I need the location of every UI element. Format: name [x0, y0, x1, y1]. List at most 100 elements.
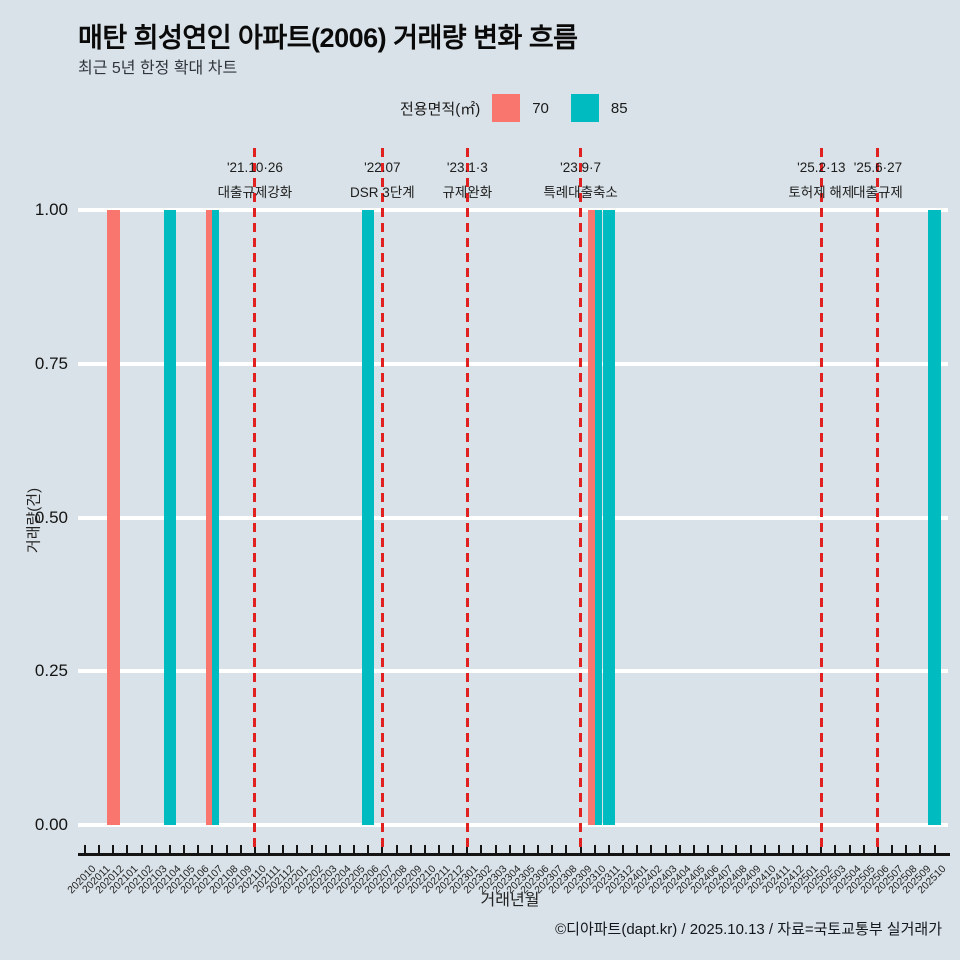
event-line-202110 [253, 148, 257, 853]
x-tick-mark [834, 845, 837, 854]
legend-label-85: 85 [610, 99, 628, 117]
x-tick-mark [891, 845, 894, 854]
page-subtitle: 최근 5년 한정 확대 차트 [78, 60, 238, 77]
event-line-202301 [465, 148, 469, 853]
y-tick-label: 1.00 [34, 200, 68, 219]
event-label-202207: DSR 3단계 [350, 185, 415, 200]
gridline-y-0.00 [78, 823, 948, 827]
event-label-202301: 규제완화 [442, 185, 493, 200]
x-tick-mark [395, 845, 398, 854]
y-tick-label: 0.50 [34, 507, 68, 527]
x-tick-mark [777, 845, 780, 854]
event-date-202207: '22.07 [364, 160, 401, 175]
gridline-y-0.75 [78, 361, 948, 366]
bar-85-202510 [928, 210, 941, 825]
x-tick-mark [268, 845, 271, 854]
event-line-202207 [380, 148, 384, 853]
y-tick-label: 0.00 [34, 815, 68, 834]
x-tick-mark [806, 845, 809, 854]
x-tick-mark [310, 845, 313, 854]
x-tick-mark [452, 845, 455, 854]
x-tick-mark [707, 845, 710, 854]
bar-70-202012 [107, 210, 120, 825]
event-line-202309 [579, 148, 583, 853]
x-tick-mark [338, 845, 341, 854]
event-date-202301: '23.1·3 [446, 160, 488, 175]
bar-85-202311 [602, 210, 616, 825]
x-tick-mark [225, 845, 228, 854]
gridline-y-1.00 [78, 208, 948, 212]
x-tick-mark [84, 845, 86, 854]
x-tick-mark [650, 845, 653, 854]
x-tick-mark [749, 845, 752, 854]
x-tick-mark [565, 845, 568, 854]
x-tick-mark [593, 845, 596, 854]
x-tick-mark [848, 845, 851, 854]
x-tick-mark [508, 845, 511, 854]
x-tick-mark [211, 845, 214, 854]
gridline-y-0.25 [78, 669, 948, 674]
x-tick-mark [239, 845, 242, 854]
x-tick-mark [98, 845, 101, 854]
x-tick-mark [480, 845, 483, 854]
x-tick-mark [735, 845, 738, 854]
x-tick-mark [919, 845, 922, 854]
y-tick-label: 0.25 [34, 661, 68, 681]
x-tick-mark [678, 845, 681, 854]
y-tick-label: 0.75 [34, 353, 68, 373]
x-tick-mark [296, 845, 299, 854]
x-tick-mark [282, 845, 285, 854]
x-tick-mark [494, 845, 497, 854]
x-tick-mark [933, 845, 936, 854]
x-tick-mark [126, 845, 129, 854]
legend-swatch-70 [492, 94, 521, 122]
event-label-202110: 대출규제강화 [217, 185, 293, 200]
x-tick-mark [367, 845, 370, 854]
x-axis-line [78, 853, 950, 856]
x-tick-mark [551, 845, 554, 854]
event-date-202502: '25.2·13 [797, 160, 846, 175]
x-tick-mark [721, 845, 724, 854]
y-axis-title: 거래량(건) [25, 487, 43, 554]
x-tick-mark [905, 845, 908, 854]
x-tick-mark [324, 845, 327, 854]
legend-swatch-85 [570, 94, 599, 122]
event-label-202502: 토허제 해제 [788, 185, 855, 200]
x-tick-mark [438, 845, 440, 854]
page-title: 매탄 희성연인 아파트(2006) 거래량 변화 흐름 [78, 23, 578, 53]
x-tick-mark [140, 845, 143, 854]
bar-85-202104 [163, 210, 177, 825]
x-tick-mark [636, 845, 639, 854]
bar-85-202310 [594, 210, 602, 825]
x-tick-mark [692, 845, 695, 854]
x-tick-mark [112, 845, 115, 854]
x-tick-mark [522, 845, 525, 854]
gridline-y-0.50 [78, 515, 948, 520]
x-axis-title: 거래년월 [480, 892, 540, 909]
x-tick-mark [664, 845, 667, 854]
event-line-202502 [819, 148, 823, 853]
event-date-202506: '25.6·27 [853, 160, 903, 175]
x-tick-mark [353, 845, 356, 854]
x-tick-mark [622, 845, 625, 854]
x-tick-mark [423, 845, 426, 854]
x-tick-mark [607, 845, 610, 854]
x-tick-mark [862, 845, 865, 854]
bar-85-202206 [361, 210, 375, 825]
x-tick-mark [154, 845, 157, 854]
x-tick-mark [168, 845, 171, 854]
legend-title: 전용면적(㎡) [400, 100, 481, 118]
legend: 전용면적(㎡) 70 85 [400, 94, 640, 122]
bar-70-202310 [587, 210, 595, 825]
legend-label-70: 70 [532, 99, 549, 117]
bar-70-202107 [205, 210, 213, 825]
event-line-202506 [876, 148, 880, 853]
x-tick-mark [792, 845, 794, 854]
x-tick-mark [763, 845, 766, 854]
x-tick-mark [537, 845, 540, 854]
source-credit: ©디아파트(dapt.kr) / 2025.10.13 / 자료=국토교통부 실… [555, 921, 942, 938]
x-tick-mark [197, 845, 200, 854]
x-tick-mark [183, 845, 186, 854]
bar-85-202107 [212, 210, 220, 825]
